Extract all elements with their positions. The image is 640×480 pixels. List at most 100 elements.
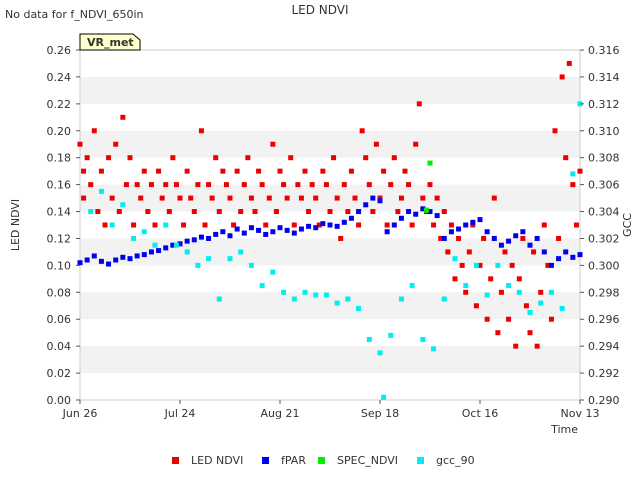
fpar-point <box>270 229 276 235</box>
led-ndvi-point <box>459 262 465 268</box>
y-tick-label: 0.26 <box>47 44 72 57</box>
gcc-90-point <box>184 249 190 255</box>
site-label-shape <box>79 33 141 51</box>
led-ndvi-point <box>191 209 197 215</box>
fpar-point <box>391 222 397 228</box>
y2-tick-label: 0.314 <box>588 71 620 84</box>
fpar-point <box>120 254 126 260</box>
x-axis-label: Time <box>550 423 578 436</box>
led-ndvi-point <box>416 101 422 107</box>
gcc-90-point <box>173 242 179 248</box>
fpar-point <box>291 230 297 236</box>
fpar-point <box>420 206 426 212</box>
led-ndvi-point <box>520 235 526 241</box>
led-ndvi-point <box>413 141 419 147</box>
y-tick-label: 0.04 <box>47 340 72 353</box>
fpar-point <box>198 234 204 240</box>
led-ndvi-point <box>309 182 315 188</box>
led-ndvi-point <box>334 195 340 201</box>
led-ndvi-point <box>377 195 383 201</box>
led-ndvi-point <box>206 182 212 188</box>
legend-swatch <box>318 457 325 464</box>
led-ndvi-point <box>366 182 372 188</box>
x-tick-label: Nov 13 <box>561 407 600 420</box>
led-ndvi-point <box>452 276 458 282</box>
gcc-90-point <box>227 256 233 262</box>
y-axis-label: LED NDVI <box>9 199 22 251</box>
plot-area-frame <box>79 49 581 401</box>
y2-tick-label: 0.304 <box>588 206 620 219</box>
led-ndvi-point <box>163 182 169 188</box>
y-tick-label: 0.14 <box>47 206 72 219</box>
x-tick-label: Jun 26 <box>62 407 98 420</box>
led-ndvi-point <box>131 222 137 228</box>
led-ndvi-point <box>156 168 162 174</box>
fpar-point <box>470 219 476 225</box>
led-ndvi-point <box>166 209 172 215</box>
fpar-point <box>313 225 319 231</box>
grid-band <box>80 346 580 374</box>
led-ndvi-point <box>273 209 279 215</box>
data-points <box>77 60 583 400</box>
led-ndvi-point <box>84 155 90 161</box>
led-ndvi-point <box>127 155 133 161</box>
led-ndvi-point <box>513 343 519 349</box>
led-ndvi-point <box>288 155 294 161</box>
led-ndvi-point <box>559 74 565 80</box>
led-ndvi-point <box>391 155 397 161</box>
led-ndvi-point <box>398 195 404 201</box>
led-ndvi-point <box>434 195 440 201</box>
gcc-90-point <box>152 242 158 248</box>
led-ndvi-point <box>395 209 401 215</box>
led-ndvi-point <box>534 343 540 349</box>
fpar-point <box>370 195 376 201</box>
led-ndvi-point <box>231 222 237 228</box>
led-ndvi-point <box>181 222 187 228</box>
led-ndvi-point <box>113 141 119 147</box>
gcc-90-point <box>131 235 137 241</box>
fpar-point <box>406 209 412 215</box>
led-ndvi-point <box>327 209 333 215</box>
y2-tick-label: 0.296 <box>588 313 620 326</box>
led-ndvi-point <box>120 114 126 120</box>
led-ndvi-point <box>373 141 379 147</box>
led-ndvi-point <box>359 128 365 134</box>
led-ndvi-point <box>281 182 287 188</box>
led-ndvi-point <box>516 276 522 282</box>
fpar-point <box>220 229 226 235</box>
status-text: No data for f_NDVI_650in <box>5 8 144 21</box>
led-ndvi-point <box>291 222 297 228</box>
spec-ndvi-point <box>427 160 433 166</box>
led-ndvi-point <box>495 330 501 336</box>
fpar-point <box>463 222 469 228</box>
background-bands <box>80 76 580 374</box>
fpar-point <box>427 209 433 215</box>
led-ndvi-point <box>384 222 390 228</box>
fpar-point <box>320 221 326 227</box>
gcc-90-point <box>570 171 576 177</box>
gcc-90-point <box>463 283 469 289</box>
led-ndvi-point <box>541 222 547 228</box>
fpar-point <box>534 235 540 241</box>
led-ndvi-point <box>88 182 94 188</box>
gcc-90-point <box>291 296 297 302</box>
y2-tick-label: 0.308 <box>588 152 620 165</box>
led-ndvi-point <box>145 209 151 215</box>
led-ndvi-point <box>473 303 479 309</box>
gcc-90-point <box>302 289 308 295</box>
led-ndvi-point <box>538 289 544 295</box>
led-ndvi-point <box>173 182 179 188</box>
gcc-90-point <box>398 296 404 302</box>
led-ndvi-point <box>323 182 329 188</box>
led-ndvi-point <box>209 195 215 201</box>
gcc-90-point <box>206 256 212 262</box>
led-ndvi-point <box>463 289 469 295</box>
fpar-point <box>170 242 176 248</box>
x-tick-label: Sep 18 <box>361 407 399 420</box>
y-tick-label: 0.10 <box>47 259 72 272</box>
fpar-point <box>563 249 569 255</box>
led-ndvi-point <box>195 182 201 188</box>
fpar-point <box>277 225 283 231</box>
grid-band <box>80 238 580 266</box>
y2-tick-label: 0.312 <box>588 98 620 111</box>
